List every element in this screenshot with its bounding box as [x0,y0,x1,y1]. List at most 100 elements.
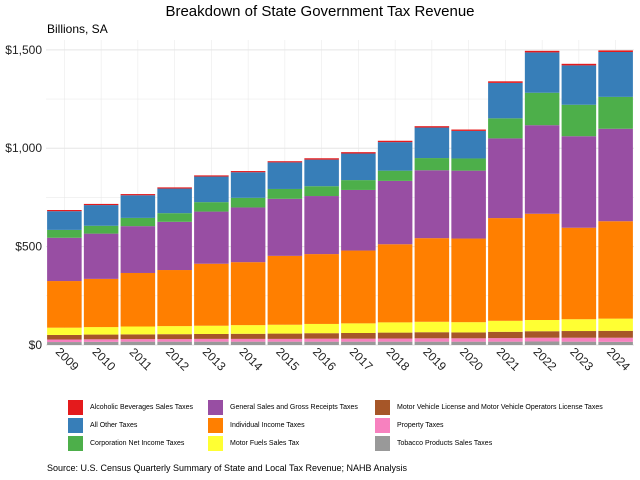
bar-segment [561,341,597,345]
legend-item: Corporation Net Income Taxes [68,436,184,451]
bar-segment [377,341,413,345]
bar-segment [377,140,413,143]
legend-swatch [68,400,83,415]
bar-segment [377,142,413,171]
bar-segment [341,338,376,342]
legend-label: Property Taxes [397,422,444,429]
bar-segment [304,333,339,339]
bar-segment [304,323,339,334]
y-tick-label: $0 [29,338,43,352]
bar-segment [598,318,633,331]
bar-segment [304,158,339,160]
bar-segment [488,218,523,321]
bar-segment [524,213,560,321]
y-tick-label: $1,000 [5,141,42,155]
bar-segment [120,195,156,218]
bar-segment [341,180,376,190]
bar-segment [157,221,192,271]
bar-segment [414,341,450,345]
bar-segment [83,203,119,206]
bar-segment [488,338,523,342]
legend-swatch [68,418,83,433]
bar-segment [157,339,192,342]
bar-segment [488,82,523,119]
bar-segment [414,127,450,159]
bar-segment [561,337,597,342]
bar-segment [598,341,633,345]
bar-segment [377,338,413,342]
bar-segment [157,188,192,214]
bar-segment [120,341,156,345]
bar-segment [194,341,229,345]
bar-segment [341,323,376,333]
bar-segment [304,341,339,345]
legend-item: General Sales and Gross Receipts Taxes [208,400,358,415]
x-tick-label: 2012 [163,345,192,374]
bar-segment [451,158,486,171]
bar-segment [377,332,413,339]
bar-segment [377,244,413,323]
bar-segment [267,333,303,339]
bar-segment [83,278,119,328]
bar-segment [524,331,560,338]
bar-segment [598,330,633,338]
bar-segment [83,205,119,226]
bar-segment [451,322,486,333]
bar-segment [304,196,339,255]
legend-item: Motor Fuels Sales Tax [208,436,299,451]
bar-segment [451,338,486,342]
legend-swatch [208,418,223,433]
bar-segment [194,202,229,212]
bar-segment [488,81,523,83]
bar-segment [414,158,450,171]
bar-segment [157,270,192,327]
x-tick-label: 2010 [90,345,119,374]
bar-segment [157,326,192,335]
bar-segment [451,238,486,323]
bar-segment [414,321,450,333]
bar-segment [377,170,413,181]
bar-segment [83,341,119,345]
legend-label: Motor Vehicle License and Motor Vehicle … [397,404,603,411]
bar-segment [488,331,523,339]
legend-item: Property Taxes [375,418,444,433]
bar-segment [598,337,633,342]
bar-segment [120,272,156,327]
bar-segment [414,338,450,342]
bar-segment [83,339,119,342]
bar-segment [47,211,82,230]
x-tick-label: 2021 [494,345,523,374]
bar-segment [267,162,303,189]
bar-segment [304,254,339,324]
bar-segment [120,339,156,342]
x-tick-label: 2016 [310,345,339,374]
x-tick-label: 2013 [200,345,229,374]
legend-label: Alcoholic Beverages Sales Taxes [90,404,193,411]
bar-segment [194,338,229,342]
bar-segment [230,262,266,326]
bar-segment [47,229,82,238]
bar-segment [157,187,192,189]
bar-segment [488,118,523,139]
bar-segment [47,281,82,328]
bar-segment [157,334,192,340]
bar-segment [341,189,376,251]
bar-segment [414,170,450,239]
bar-segment [488,138,523,219]
bar-segment [304,338,339,342]
bar-segment [194,175,229,177]
chart-source: Source: U.S. Census Quarterly Summary of… [47,463,407,473]
x-tick-label: 2020 [457,345,486,374]
x-tick-label: 2011 [127,345,155,373]
bar-segment [267,188,303,199]
bar-segment [377,180,413,245]
bar-segment [230,172,266,198]
bar-segment [83,233,119,279]
bar-segment [341,332,376,339]
bar-segment [47,210,82,212]
bar-segment [488,341,523,345]
legend-swatch [68,436,83,451]
bar-segment [230,333,266,339]
x-tick-label: 2018 [384,345,413,374]
bar-segment [120,334,156,340]
